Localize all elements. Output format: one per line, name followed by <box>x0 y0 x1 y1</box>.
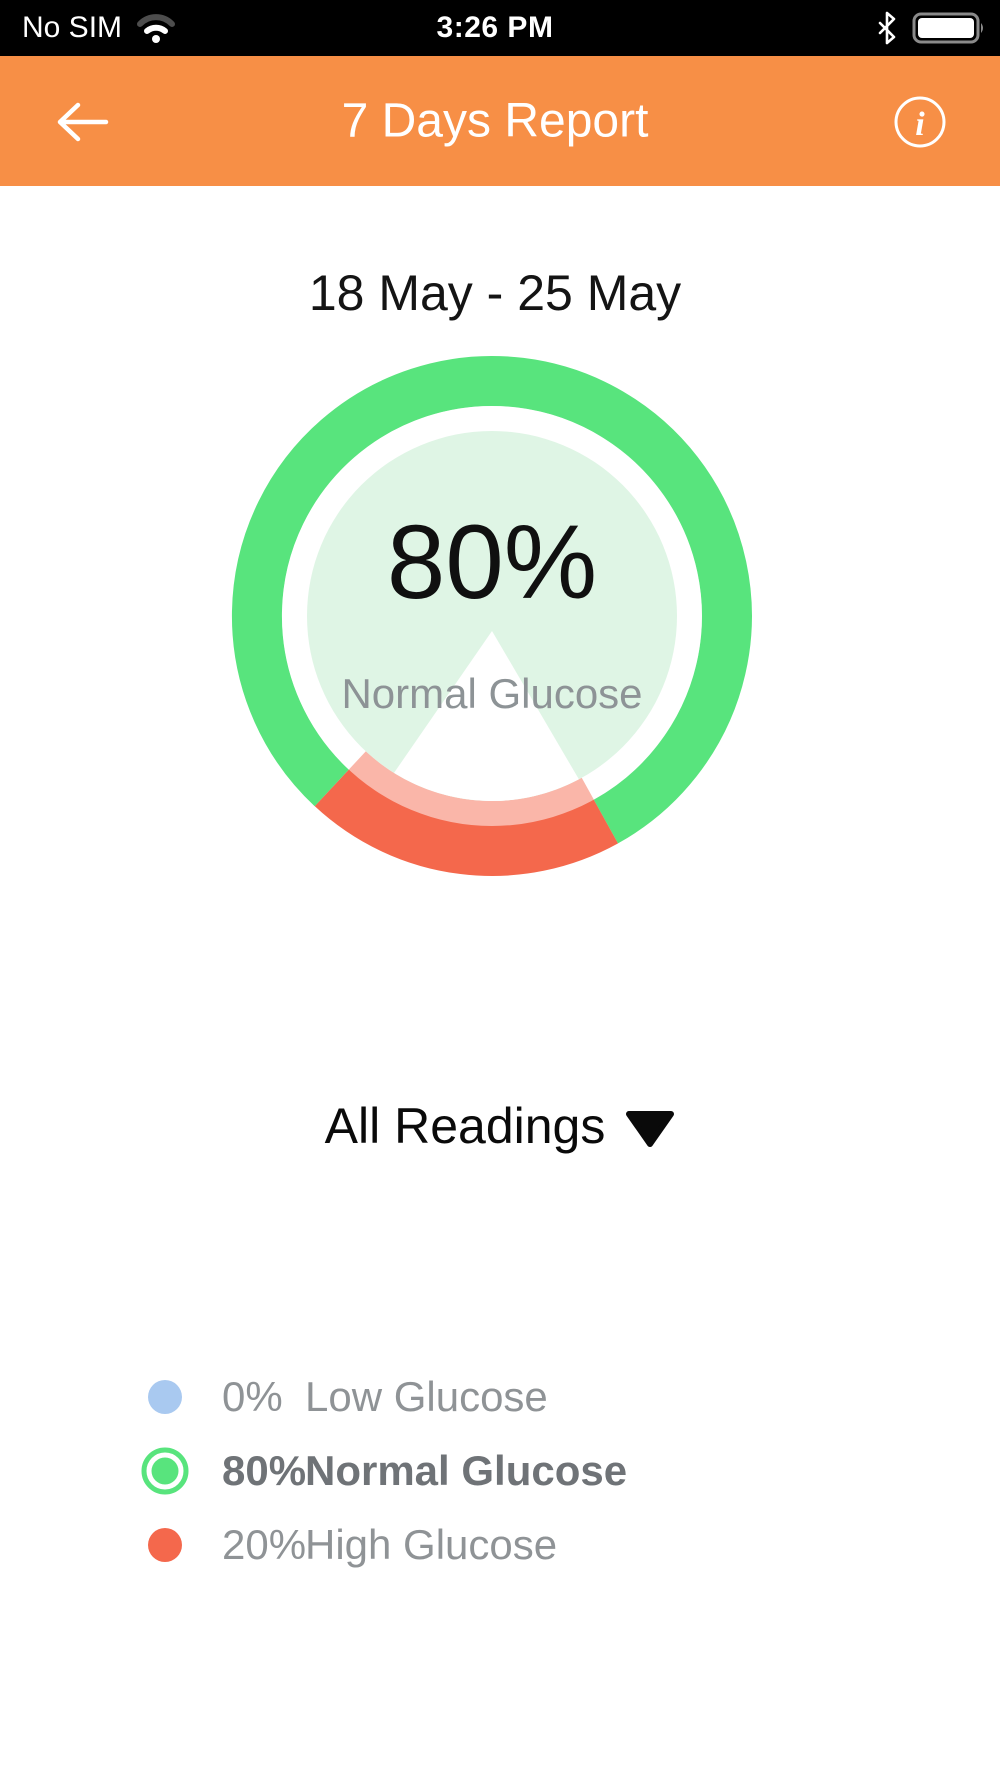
legend-percent: 0% <box>222 1373 283 1420</box>
legend-row-normal[interactable]: 80% Normal Glucose <box>0 1434 1000 1508</box>
donut-wedge-pointer <box>394 631 579 801</box>
readings-filter-label: All Readings <box>324 1098 606 1154</box>
info-button[interactable]: i <box>890 92 950 152</box>
glucose-donut-chart: 80% Normal Glucose <box>212 316 772 916</box>
donut-interior <box>307 431 677 801</box>
donut-segment-normal <box>231 356 752 844</box>
donut-center-label: Normal Glucose <box>341 670 642 717</box>
bluetooth-icon <box>876 11 898 45</box>
battery-icon <box>912 11 986 45</box>
legend-row-high[interactable]: 20% High Glucose <box>0 1508 1000 1582</box>
readings-filter-dropdown[interactable]: All Readings <box>0 1086 1000 1166</box>
legend-label: Low Glucose <box>305 1373 548 1420</box>
low-glucose-dot-icon <box>141 1373 189 1421</box>
svg-text:i: i <box>915 106 925 143</box>
page-title: 7 Days Report <box>341 94 649 148</box>
glucose-legend: 0% Low Glucose 80% Normal Glucose 20% Hi… <box>0 1360 1000 1582</box>
clock: 3:26 PM <box>436 11 554 44</box>
info-icon: i <box>892 94 948 150</box>
legend-label: High Glucose <box>305 1521 558 1568</box>
legend-row-low[interactable]: 0% Low Glucose <box>0 1360 1000 1434</box>
report-date-range: 18 May - 25 May <box>308 265 682 321</box>
legend-label: Normal Glucose <box>305 1447 628 1494</box>
status-bar: No SIM 3:26 PM <box>0 0 1000 56</box>
donut-segment-high <box>314 750 619 876</box>
nav-header: 7 Days Report i <box>0 56 1000 186</box>
carrier-label: No SIM <box>22 11 123 44</box>
legend-percent: 20% <box>222 1521 307 1568</box>
back-arrow-icon <box>54 100 110 144</box>
high-glucose-dot-icon <box>141 1521 189 1569</box>
normal-glucose-selected-dot-icon <box>141 1447 189 1495</box>
donut-center-value: 80% <box>387 504 597 621</box>
wifi-icon <box>136 12 176 44</box>
back-button[interactable] <box>52 92 112 152</box>
legend-percent: 80% <box>222 1447 307 1494</box>
dropdown-caret-icon <box>625 1108 675 1150</box>
